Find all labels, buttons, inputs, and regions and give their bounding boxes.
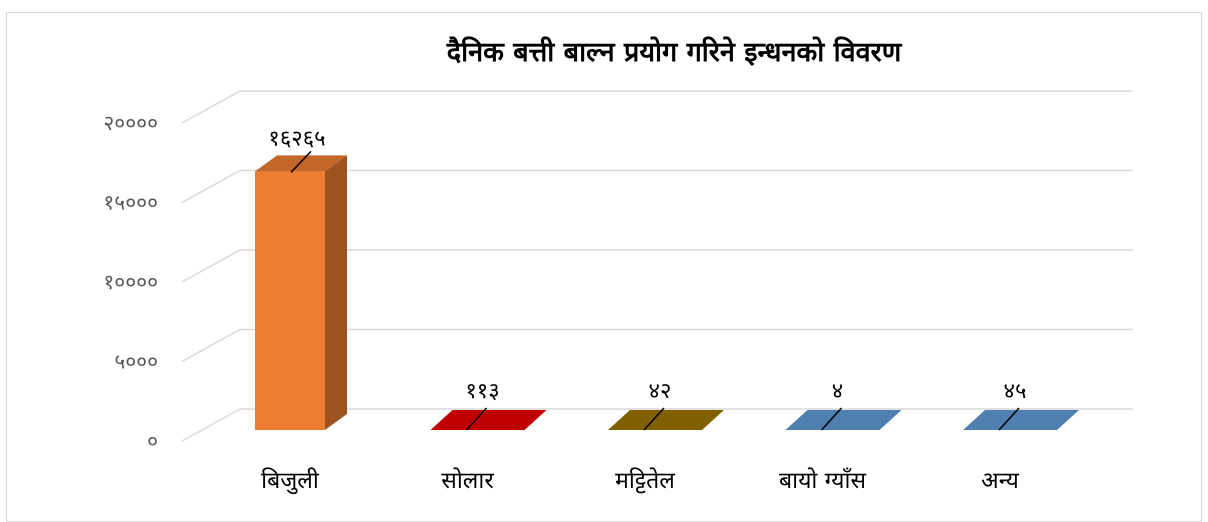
chart-title: दैनिक बत्ती बाल्न प्रयोग गरिने इन्धनको व…	[446, 37, 902, 68]
bar-top	[785, 410, 902, 430]
gridlines	[181, 90, 1133, 442]
category-label: सोलार	[441, 467, 494, 494]
gridline-diagonal	[181, 328, 241, 363]
bar-top	[255, 155, 347, 172]
data-label: ४२	[649, 379, 672, 404]
data-label: १६२६५	[268, 126, 325, 151]
gridline-diagonal	[181, 169, 241, 204]
gridline-diagonal	[181, 90, 241, 124]
bar	[785, 407, 902, 431]
bar-side	[325, 155, 347, 430]
leader-line	[465, 407, 488, 431]
gridline-diagonal	[181, 408, 241, 442]
y-tick-label: ५०००	[114, 350, 158, 374]
bar-top	[608, 410, 724, 430]
data-label: ४	[832, 379, 843, 404]
data-labels: १६२६५ ११३ ४२ ४ ४५	[268, 126, 1026, 404]
data-label: ४५	[1004, 379, 1027, 404]
category-label: मट्टितेल	[615, 467, 675, 494]
y-tick-label: ०	[147, 429, 158, 453]
category-label: बिजुली	[261, 467, 320, 495]
y-axis-ticks: ० ५००० १०००० १५००० २००००	[103, 111, 158, 453]
bar-top	[963, 410, 1079, 430]
leader-line	[290, 150, 312, 173]
leader-line	[643, 407, 665, 431]
bar-front	[255, 171, 325, 430]
y-tick-label: १५०००	[103, 191, 158, 215]
gridline-diagonal	[181, 249, 241, 283]
category-labels: बिजुली सोलार मट्टितेल बायो ग्याँस अन्य	[261, 467, 1019, 495]
category-label: बायो ग्याँस	[779, 467, 866, 494]
bar	[255, 150, 347, 430]
bar	[608, 407, 724, 431]
bar	[430, 407, 547, 431]
bars	[255, 150, 1079, 431]
y-tick-label: २००००	[103, 111, 158, 135]
data-label: ११३	[465, 379, 499, 404]
leader-line	[820, 407, 843, 431]
bar	[963, 407, 1079, 431]
leader-line	[998, 407, 1020, 431]
bar-top	[430, 410, 547, 430]
category-label: अन्य	[981, 468, 1019, 494]
y-tick-label: १००००	[103, 270, 158, 294]
